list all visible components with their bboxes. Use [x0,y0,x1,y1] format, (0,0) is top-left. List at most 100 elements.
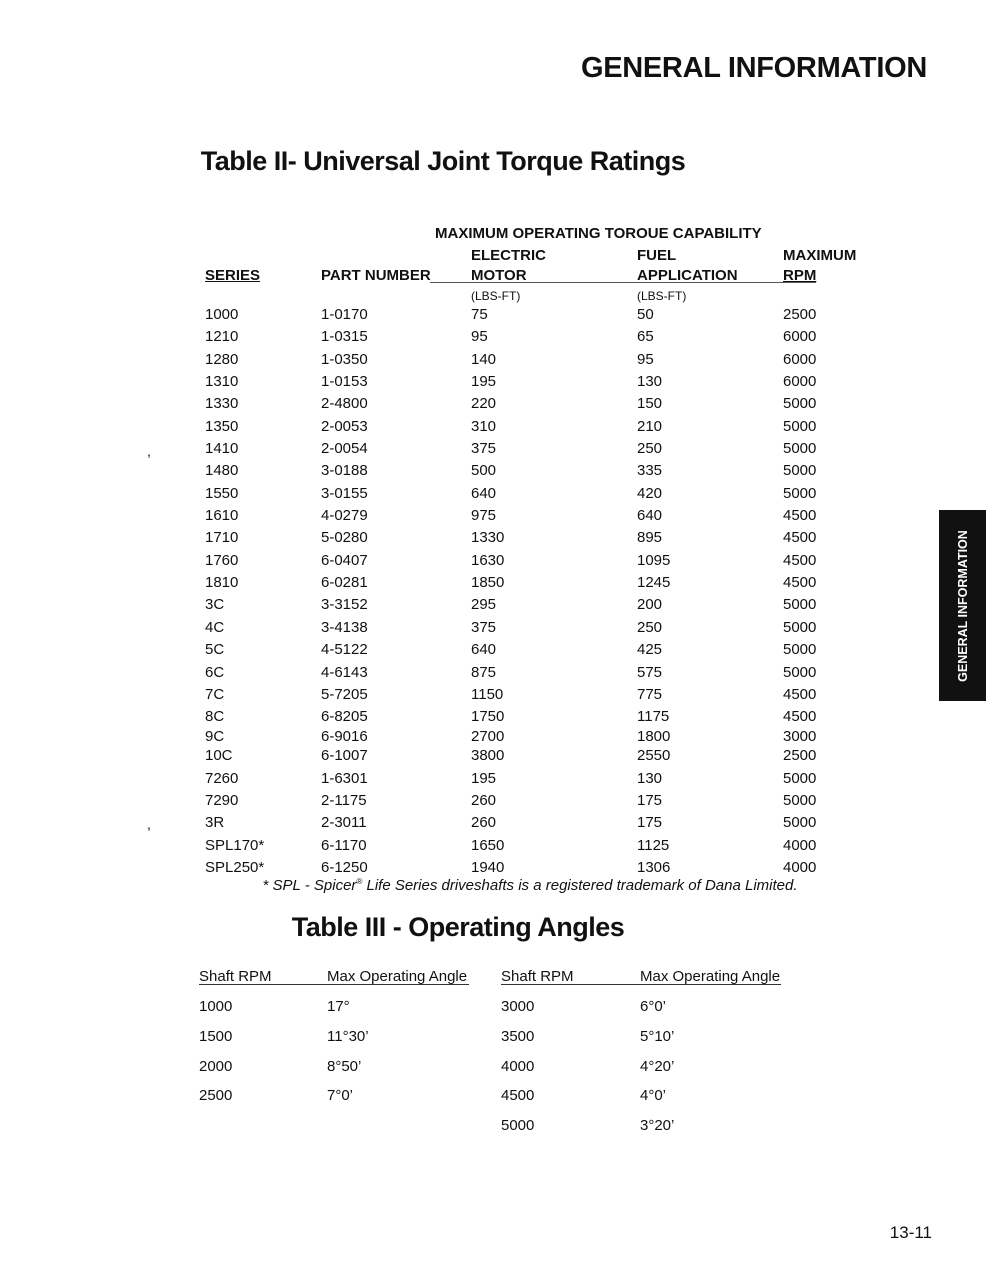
table-cell: 75 [471,306,488,323]
table-cell: 6000 [783,350,817,368]
table-row: 8C 6-8205 1750 1175 4500 [0,708,986,728]
table-cell: 1-0153 [321,373,368,391]
table-cell: 140 [471,350,497,368]
t3-header-shaft-rpm: Shaft RPM [199,968,272,985]
table-row: 3R 2-3011 260 175 5000 [0,814,986,836]
table-cell: 4500 [783,551,817,569]
table-cell: 1210 [205,328,239,346]
table-cell: 335 [637,462,663,480]
table-row: 1330 2-4800 220 150 5000 [0,395,986,417]
table-cell: 130 [637,769,663,787]
table2-title: Table II- Universal Joint Torque Ratings [200,146,686,176]
table-cell: 1710 [205,529,239,547]
table-cell: 4500 [783,529,817,547]
table-cell: 9C [205,727,225,745]
table-cell: 1245 [637,574,671,592]
table-cell: 6-1007 [321,747,368,765]
table-cell: 425 [637,641,663,659]
table-row: 1310 1-0153 195 130 6000 [0,373,986,395]
table-row: 1500 11°30’ 3500 5°10’ [0,1028,986,1058]
table-cell: 1350 [205,417,239,435]
table-cell: 200 [637,596,663,614]
table-cell: 10C [205,747,233,765]
table3-title: Table III - Operating Angles [291,912,625,942]
t3-header-max-angle-2: Max Operating Angle [640,968,781,985]
table-cell: 775 [637,685,663,703]
table-cell: 575 [637,663,663,681]
table-cell: 6000 [783,373,817,391]
table-row: 2000 8°50’ 4000 4°20’ [0,1058,986,1088]
table-cell: 3C [205,596,225,614]
table-cell: 11°30’ [327,1027,369,1045]
side-tab-label: GENERAL INFORMATION [955,529,970,682]
table-cell: 3800 [471,747,505,765]
table-cell: 895 [637,529,663,547]
table-cell: 1-6301 [321,769,368,787]
table-row: 1550 3-0155 640 420 5000 [0,485,986,507]
table-cell: 5000 [501,1117,535,1135]
section-side-tab[interactable]: GENERAL INFORMATION [939,510,986,701]
table-cell: 3000 [783,727,817,745]
section-header: GENERAL INFORMATION [580,52,927,84]
table-cell: 1550 [205,484,239,502]
table-cell: 1480 [205,462,239,480]
table-cell: 2-0053 [321,417,368,435]
table-cell: 6°0’ [640,998,667,1015]
table-cell: 640 [471,484,497,502]
table-cell: 260 [471,791,497,809]
table-row: 6C 4-6143 875 575 5000 [0,664,986,686]
table-cell: 1410 [205,440,239,458]
table-cell: 4500 [783,574,817,592]
table-cell: 5-7205 [321,685,368,703]
table-cell: 50 [637,306,654,323]
table-row: 1480 3-0188 500 335 5000 [0,462,986,484]
table-cell: 295 [471,596,497,614]
col-header-electric-line1: ELECTRIC [471,247,546,264]
col-header-fuel-line2: APPLICATION [637,267,738,284]
table-row: SPL170* 6-1170 1650 1125 4000 [0,837,986,859]
table-row: 1280 1-0350 140 95 6000 [0,351,986,373]
table2-group-header: MAXIMUM OPERATING TOROUE CAPABILITY [435,225,762,242]
table-cell: 250 [637,440,663,458]
table-cell: 1280 [205,350,239,368]
table-cell: 8°50’ [327,1057,362,1075]
t3-header-rule [199,984,469,985]
table-cell: 7°0’ [327,1087,354,1105]
table-cell: 4-6143 [321,663,368,681]
table-row: 1410 2-0054 375 250 5000 [0,440,986,462]
footnote-pre: * SPL - Spicer [262,877,357,894]
table-cell: 2-3011 [321,814,367,832]
table-cell: 5C [205,641,225,659]
unit-fuel: (LBS-FT) [637,289,687,303]
table-cell: 1095 [637,551,671,569]
table-cell: 5°10’ [640,1027,675,1045]
table-cell: 1810 [205,574,239,592]
table-cell: 4-5122 [321,641,368,659]
table-cell: 1330 [471,529,505,547]
table-cell: 375 [471,618,497,636]
table-row: SPL250* 6-1250 1940 1306 4000 [0,859,986,881]
table-row: 4C 3-4138 375 250 5000 [0,619,986,641]
table-cell: 5000 [783,484,817,502]
table-cell: 1760 [205,551,239,569]
table-cell: 4°0’ [640,1087,667,1105]
table-cell: 1-0350 [321,350,368,368]
table-cell: 1330 [205,395,239,413]
table-cell: 7C [205,685,225,703]
table-cell: 2-1175 [321,791,367,809]
table-cell: 3-0155 [321,484,368,502]
table-row: 1710 5-0280 1330 895 4500 [0,529,986,551]
col-header-electric-line2: MOTOR [471,267,527,284]
table-cell: 640 [637,507,663,525]
table-cell: 1-0315 [321,328,368,346]
table-cell: 1500 [199,1027,233,1045]
table-cell: 175 [637,814,663,832]
table-cell: 3R [205,814,225,832]
table-row: 1000 17° 3000 6°0’ [0,998,986,1028]
table-row: 1760 6-0407 1630 1095 4500 [0,552,986,574]
table-cell: 2-0054 [321,440,368,458]
table-cell: 4000 [783,836,817,854]
table-cell: 5000 [783,769,817,787]
table-row: 1810 6-0281 1850 1245 4500 [0,574,986,596]
table-cell: 95 [637,350,654,368]
